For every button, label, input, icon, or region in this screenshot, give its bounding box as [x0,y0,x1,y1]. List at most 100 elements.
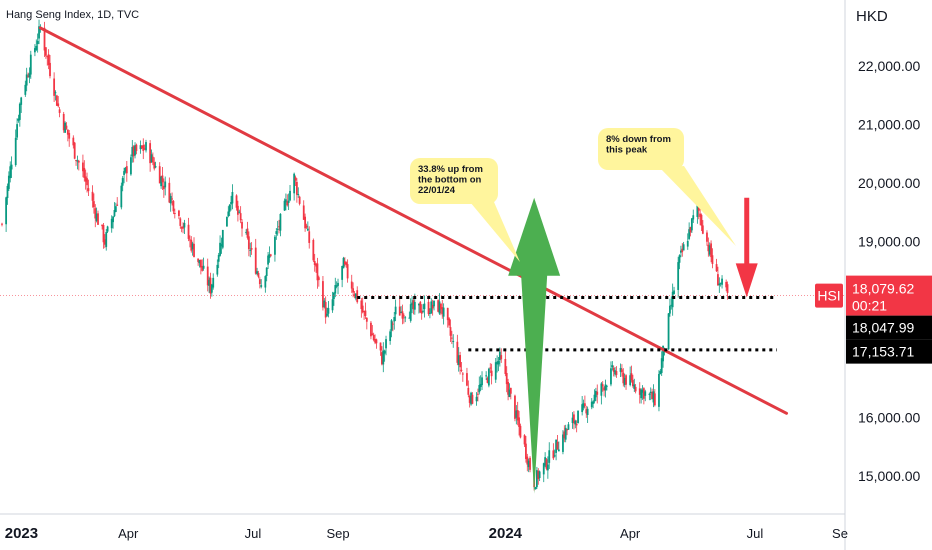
candle [101,224,104,230]
candle-body [555,439,557,453]
candle [468,394,471,408]
candle-body [529,457,531,470]
candle-body [391,323,394,325]
candle-body [680,250,682,253]
candle-body [411,302,413,306]
candle [219,235,221,257]
candle [711,248,714,269]
candle [412,297,415,315]
candle-body [140,145,143,148]
candle [594,387,597,402]
candle [452,334,455,348]
candle [379,342,382,356]
candle [306,221,309,232]
candle [153,157,156,171]
candle [49,55,51,79]
candle-body [324,302,327,318]
y-tick-label: 21,000.00 [858,117,920,133]
candle-body [669,305,671,314]
candle [95,207,98,223]
candle-body [585,409,588,414]
candle [429,308,431,319]
candle [583,395,586,409]
candle [449,319,452,343]
candle [190,236,193,253]
candle-body [383,350,386,354]
candle [564,424,567,443]
candle-body [172,201,175,212]
candle [169,193,172,212]
candle-body [390,320,393,331]
candle [670,296,673,310]
candle-body [212,277,215,288]
candle-body [717,274,719,286]
candle-body [398,306,401,316]
candle [267,252,269,269]
candle-body [267,255,269,265]
candle-body [634,386,637,392]
candle [686,233,689,250]
candle-body [385,339,387,349]
candle-body [670,304,673,306]
candle [574,419,577,429]
candle-body [95,213,98,221]
candle-body [409,304,412,321]
candle [356,286,359,304]
y-tick-label: 19,000.00 [858,234,920,250]
candle-body [605,385,608,387]
candle-body [567,424,570,430]
candle-body [120,185,123,208]
candle-body [393,317,396,322]
candle-body [581,404,584,413]
candle [581,396,584,416]
candle-body [419,301,422,313]
candle-body [677,262,680,290]
candle [504,351,507,377]
candle-body [361,305,364,313]
candle [389,329,392,345]
candle-body [692,215,695,220]
candle [374,334,376,345]
candle [179,217,182,229]
candle-body [264,276,267,288]
candle-body [66,129,69,135]
candle-body [477,393,479,395]
candle-body [18,103,21,120]
candle [334,277,337,298]
candle-body [708,245,711,255]
candle-body [381,352,383,365]
candle-body [461,373,464,375]
candle [238,209,241,214]
candle [461,371,464,382]
candle [35,39,38,52]
candle-body [343,261,346,265]
candle-body [437,300,440,312]
candle [525,435,527,463]
candle [360,298,363,318]
candle-body [423,303,426,310]
x-tick-label: Apr [118,526,139,541]
candle-body [719,282,722,284]
candle-body [228,204,231,212]
candle-body [619,367,622,372]
candle-body [701,225,704,234]
candle-body [345,262,348,265]
down-arrow [735,197,758,298]
candle [139,140,142,154]
candle [496,355,499,373]
candle-body [546,464,549,471]
candle-body [481,377,483,386]
candle [544,452,547,468]
up-arrow [508,197,561,494]
candle [523,434,526,448]
candle [246,221,249,240]
candle [132,145,135,163]
candles-layer [0,19,845,491]
candle-body [648,393,651,395]
candle [363,310,365,320]
candle [500,348,503,363]
candle [324,296,327,324]
candle [97,210,99,225]
